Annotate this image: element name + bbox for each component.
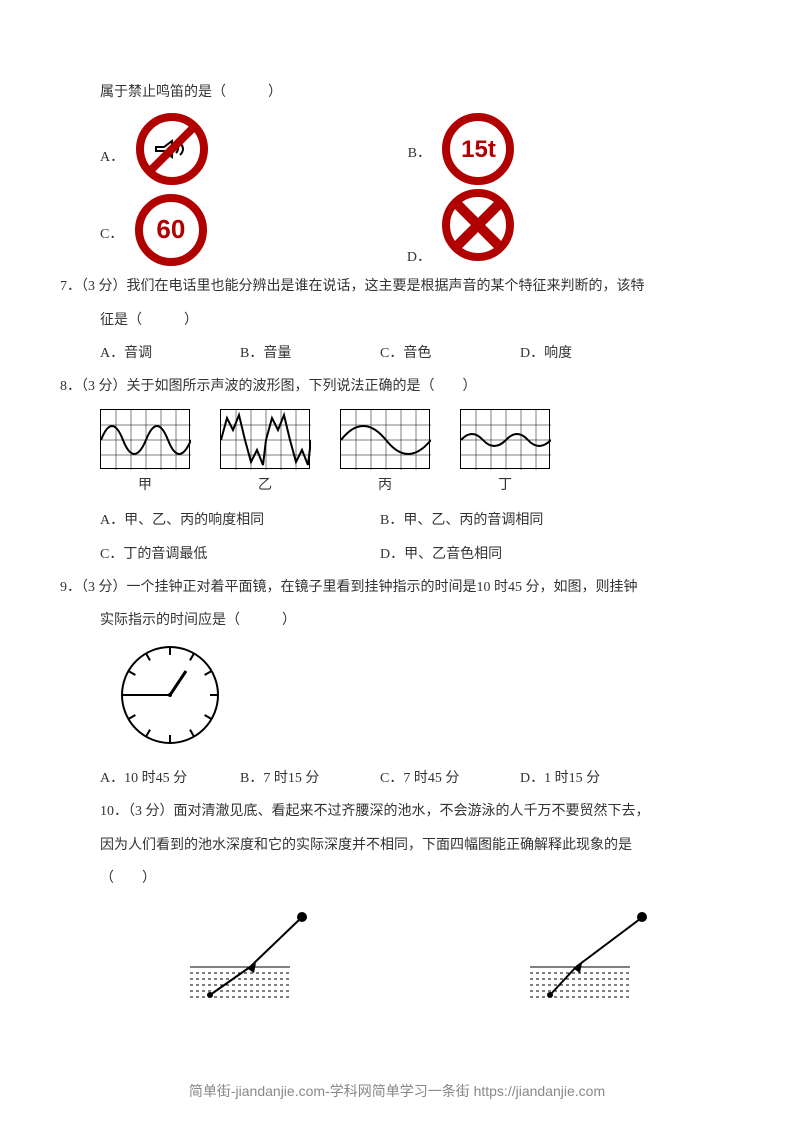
q10-points: （3 分）	[128, 804, 174, 819]
q7-option-b: B．音量	[240, 341, 380, 366]
sign-c-text: 60	[156, 206, 185, 253]
wave-bing-svg	[341, 410, 431, 470]
wave-bing-label: 丙	[340, 473, 430, 498]
eye-icon	[637, 912, 647, 922]
q9-stem1: 一个挂钟正对着平面镜，在镜子里看到挂钟指示的时间是10 时45 分，如图，则挂钟	[127, 580, 638, 595]
q9-option-c: C．7 时45 分	[380, 766, 520, 791]
weight-limit-sign-icon: 15t	[442, 113, 514, 185]
q7-option-a: A．音调	[100, 341, 240, 366]
wave-ding-svg	[461, 410, 551, 470]
wave-jia-box	[100, 409, 190, 469]
q8-points: （3 分）	[81, 379, 127, 394]
clock-figure	[60, 645, 734, 754]
q10-stem2: 因为人们看到的池水深度和它的实际深度并不相同，下面四幅图能正确解释此现象的是	[60, 833, 734, 858]
q6-d-label: D．	[407, 250, 431, 265]
wave-ding-label: 丁	[460, 473, 550, 498]
q7-option-c: C．音色	[380, 341, 520, 366]
clock-icon	[120, 645, 220, 745]
q6-b-label: B．	[408, 146, 431, 161]
page-footer: 简单街-jiandanjie.com-学科网简单学习一条街 https://ji…	[0, 1079, 794, 1104]
q10-stem3: （ ）	[60, 866, 734, 891]
q8-stem: 关于如图所示声波的波形图，下列说法正确的是（ ）	[127, 379, 477, 394]
sign-b-text: 15t	[461, 128, 496, 171]
refract-left	[180, 907, 320, 1007]
q8-option-a: A．甲、乙、丙的响度相同	[100, 508, 380, 533]
wave-yi-svg	[221, 410, 311, 470]
q6-option-d: D．	[407, 189, 515, 270]
q8-option-d: D．甲、乙音色相同	[380, 542, 660, 567]
wave-ding-box	[460, 409, 550, 469]
refraction-diagrams	[60, 907, 734, 1007]
q6-a-label: A．	[100, 150, 124, 165]
q6-row2: C． 60 D．	[60, 189, 734, 270]
refract-left-icon	[180, 907, 320, 1007]
no-entry-sign-icon	[442, 189, 514, 261]
q9-option-b: B．7 时15 分	[240, 766, 380, 791]
q7-options: A．音调 B．音量 C．音色 D．响度	[60, 341, 734, 366]
q8-options-row2: C．丁的音调最低 D．甲、乙音色相同	[60, 542, 734, 567]
wave-yi: 乙	[220, 409, 310, 498]
q9-points: （3 分）	[81, 580, 127, 595]
q9-line1: 9．（3 分）一个挂钟正对着平面镜，在镜子里看到挂钟指示的时间是10 时45 分…	[60, 575, 734, 600]
q9-number: 9．	[60, 580, 81, 595]
q6-stem: 属于禁止鸣笛的是（ ）	[60, 80, 734, 105]
wave-yi-box	[220, 409, 310, 469]
wave-jia-svg	[101, 410, 191, 470]
q10-line1: 10．（3 分）面对清澈见底、看起来不过齐腰深的池水，不会游泳的人千万不要贸然下…	[60, 799, 734, 824]
q7-line1: 7．（3 分）我们在电话里也能分辨出是谁在说话，这主要是根据声音的某个特征来判断…	[60, 274, 734, 299]
no-horn-sign-icon	[136, 113, 208, 185]
horn-icon	[154, 137, 190, 161]
q10-number: 10．	[100, 804, 128, 819]
q8-option-c: C．丁的音调最低	[100, 542, 380, 567]
eye-icon	[297, 912, 307, 922]
q9-options: A．10 时45 分 B．7 时15 分 C．7 时45 分 D．1 时15 分	[60, 766, 734, 791]
wave-bing-box	[340, 409, 430, 469]
q6-option-c: C． 60	[100, 194, 207, 266]
q6-row1: A． B． 15t	[60, 113, 734, 185]
q6-option-a: A．	[100, 113, 208, 185]
speed-limit-sign-icon: 60	[135, 194, 207, 266]
wave-jia-label: 甲	[100, 473, 190, 498]
q7-number: 7．	[60, 279, 81, 294]
q10-stem1: 面对清澈见底、看起来不过齐腰深的池水，不会游泳的人千万不要贸然下去，	[174, 804, 650, 819]
q9-option-a: A．10 时45 分	[100, 766, 240, 791]
q8-options-row1: A．甲、乙、丙的响度相同 B．甲、乙、丙的音调相同	[60, 508, 734, 533]
q6-option-b: B． 15t	[408, 113, 515, 185]
q7-stem1: 我们在电话里也能分辨出是谁在说话，这主要是根据声音的某个特征来判断的，该特	[127, 279, 645, 294]
q6-c-label: C．	[100, 227, 123, 242]
q8-line: 8．（3 分）关于如图所示声波的波形图，下列说法正确的是（ ）	[60, 374, 734, 399]
q9-stem2: 实际指示的时间应是（ ）	[60, 608, 734, 633]
q7-points: （3 分）	[81, 279, 127, 294]
refract-right	[520, 907, 660, 1007]
q9-option-d: D．1 时15 分	[520, 766, 660, 791]
wave-yi-label: 乙	[220, 473, 310, 498]
q7-stem2: 征是（ ）	[60, 308, 734, 333]
wave-ding: 丁	[460, 409, 550, 498]
q8-number: 8．	[60, 379, 81, 394]
q7-option-d: D．响度	[520, 341, 660, 366]
wave-jia: 甲	[100, 409, 190, 498]
wave-bing: 丙	[340, 409, 430, 498]
wave-diagrams: 甲 乙 丙	[60, 409, 734, 498]
q8-option-b: B．甲、乙、丙的音调相同	[380, 508, 660, 533]
refract-right-icon	[520, 907, 660, 1007]
